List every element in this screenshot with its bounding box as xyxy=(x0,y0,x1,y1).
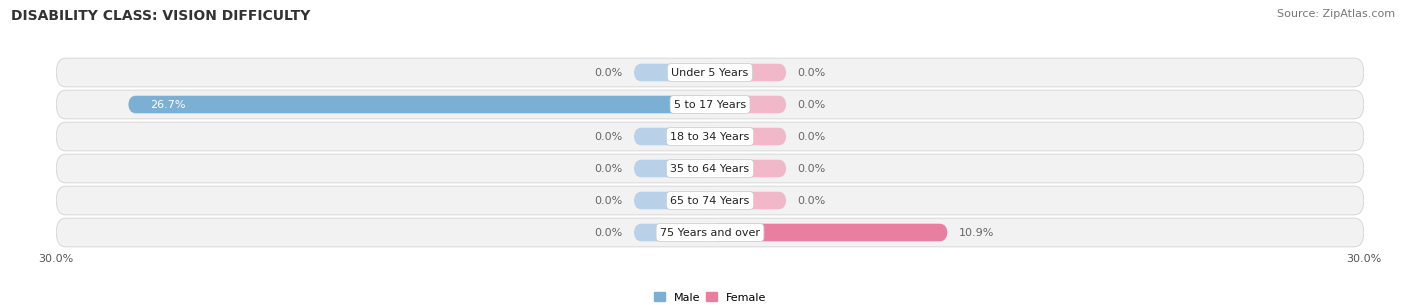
FancyBboxPatch shape xyxy=(128,96,710,113)
Text: 0.0%: 0.0% xyxy=(595,228,623,238)
Text: 5 to 17 Years: 5 to 17 Years xyxy=(673,99,747,109)
FancyBboxPatch shape xyxy=(56,58,1364,87)
FancyBboxPatch shape xyxy=(56,186,1364,215)
FancyBboxPatch shape xyxy=(710,96,786,113)
FancyBboxPatch shape xyxy=(634,224,710,241)
FancyBboxPatch shape xyxy=(56,154,1364,183)
FancyBboxPatch shape xyxy=(710,64,786,81)
Text: 0.0%: 0.0% xyxy=(797,163,825,174)
Text: 65 to 74 Years: 65 to 74 Years xyxy=(671,196,749,206)
FancyBboxPatch shape xyxy=(634,64,710,81)
Text: Source: ZipAtlas.com: Source: ZipAtlas.com xyxy=(1277,9,1395,19)
FancyBboxPatch shape xyxy=(56,122,1364,151)
Text: 26.7%: 26.7% xyxy=(150,99,186,109)
Text: 0.0%: 0.0% xyxy=(797,67,825,77)
Text: 75 Years and over: 75 Years and over xyxy=(659,228,761,238)
FancyBboxPatch shape xyxy=(710,192,786,209)
Text: 0.0%: 0.0% xyxy=(797,131,825,142)
Text: 0.0%: 0.0% xyxy=(797,196,825,206)
Text: 18 to 34 Years: 18 to 34 Years xyxy=(671,131,749,142)
Text: 0.0%: 0.0% xyxy=(595,67,623,77)
Text: 10.9%: 10.9% xyxy=(959,228,994,238)
Text: 0.0%: 0.0% xyxy=(797,99,825,109)
FancyBboxPatch shape xyxy=(634,192,710,209)
FancyBboxPatch shape xyxy=(634,128,710,145)
Text: 35 to 64 Years: 35 to 64 Years xyxy=(671,163,749,174)
Text: 0.0%: 0.0% xyxy=(595,163,623,174)
Text: Under 5 Years: Under 5 Years xyxy=(672,67,748,77)
FancyBboxPatch shape xyxy=(56,90,1364,119)
FancyBboxPatch shape xyxy=(710,128,786,145)
Text: 0.0%: 0.0% xyxy=(595,131,623,142)
Legend: Male, Female: Male, Female xyxy=(650,288,770,305)
FancyBboxPatch shape xyxy=(710,224,948,241)
FancyBboxPatch shape xyxy=(56,218,1364,247)
FancyBboxPatch shape xyxy=(634,160,710,177)
Text: DISABILITY CLASS: VISION DIFFICULTY: DISABILITY CLASS: VISION DIFFICULTY xyxy=(11,9,311,23)
Text: 0.0%: 0.0% xyxy=(595,196,623,206)
FancyBboxPatch shape xyxy=(710,160,786,177)
